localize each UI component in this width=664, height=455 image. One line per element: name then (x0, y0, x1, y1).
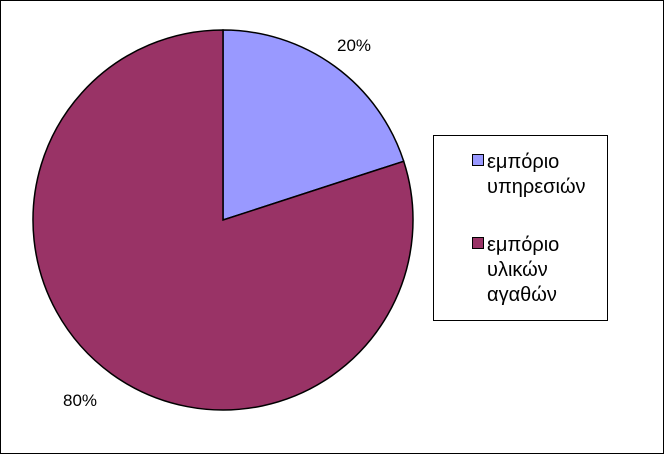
legend-swatch-goods (472, 237, 484, 249)
pie-slice-0 (222, 29, 405, 222)
legend-item-services: εμπόριο υπηρεσιών (434, 150, 607, 200)
legend-label-line: υλικών (487, 259, 548, 281)
legend-label-services: εμπόριο υπηρεσιών (487, 150, 607, 200)
legend-label-line: εμπόριο (487, 234, 560, 256)
slice-label-goods: 80% (63, 391, 98, 410)
slice-label-services: 20% (337, 36, 372, 55)
legend-label-goods: εμπόριο υλικών αγαθών (487, 233, 607, 308)
legend-item-goods: εμπόριο υλικών αγαθών (434, 233, 607, 308)
chart-legend: εμπόριο υπηρεσιών εμπόριο υλικών αγαθών (433, 135, 608, 321)
legend-label-line: αγαθών (487, 284, 557, 306)
legend-swatch-services (472, 154, 484, 166)
legend-label-line: υπηρεσιών (487, 176, 586, 198)
pie-slice-1 (32, 29, 414, 411)
legend-label-line: εμπόριο (487, 151, 560, 173)
